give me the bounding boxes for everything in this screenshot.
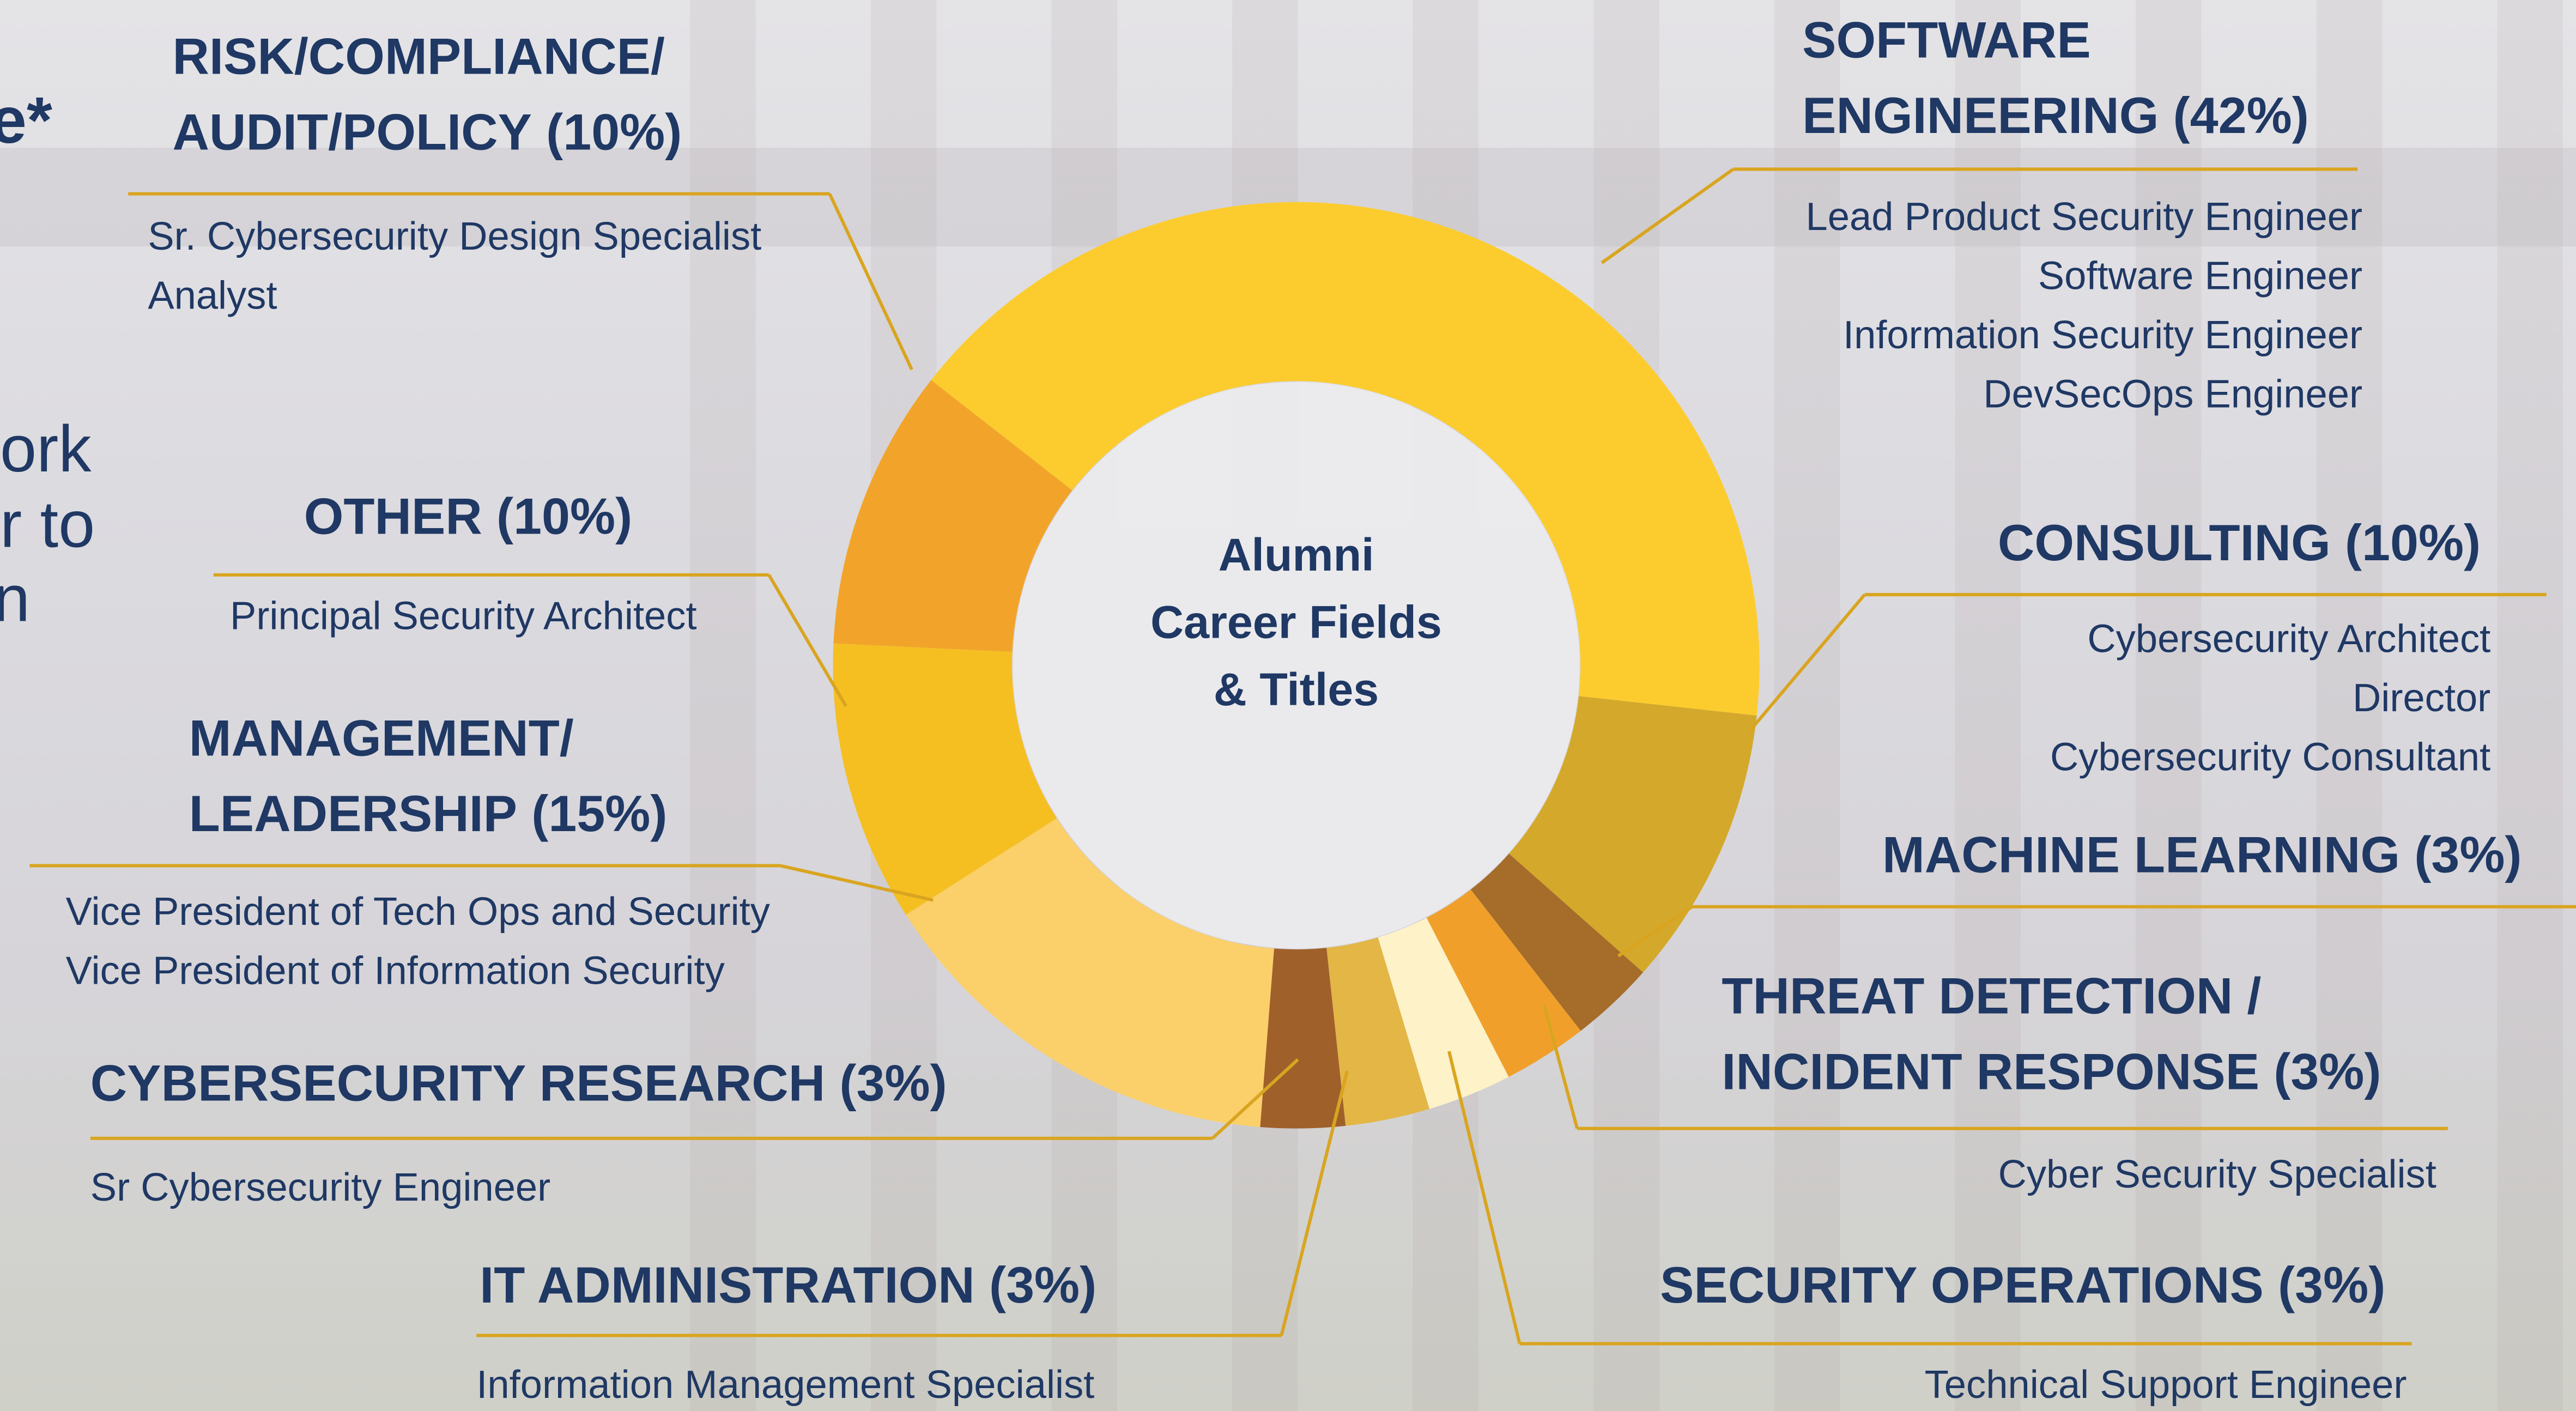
- value-label: (42%): [2173, 87, 2309, 145]
- value-label: (10%): [546, 103, 682, 161]
- value-label: (3%): [2414, 826, 2522, 884]
- category-label: MANAGEMENT/ LEADERSHIP (15%): [189, 701, 814, 852]
- job-title: Cybersecurity Consultant: [2050, 736, 2491, 780]
- job-title: Lead Product Security Engineer: [1805, 195, 2363, 240]
- center-label: Career Fields: [1150, 597, 1442, 648]
- category-name: CYBERSECURITY RESEARCH: [90, 1054, 826, 1112]
- category-name: THREAT DETECTION / INCIDENT RESPONSE: [1722, 967, 2262, 1101]
- category-name: OTHER: [304, 488, 482, 546]
- job-title: Sr Cybersecurity Engineer: [90, 1166, 551, 1211]
- category-label: IT ADMINISTRATION (3%): [480, 1249, 1096, 1324]
- category-label: SECURITY OPERATIONS (3%): [1660, 1249, 2385, 1324]
- leader-line: [767, 574, 848, 707]
- leader-line: [1447, 1051, 1522, 1345]
- donut-slice: [833, 380, 1072, 652]
- donut-slice: [1378, 918, 1509, 1109]
- center-label: & Titles: [1214, 664, 1379, 715]
- donut-slice: [931, 202, 1760, 716]
- job-title: Director: [2353, 676, 2491, 722]
- cropped-text: n: [0, 564, 30, 638]
- leader-line: [1601, 167, 1735, 264]
- leader-line: [1748, 594, 1866, 732]
- value-label: (3%): [989, 1256, 1097, 1315]
- job-title: Vice President of Tech Ops and Security: [65, 890, 770, 935]
- value-label: (3%): [839, 1054, 947, 1112]
- job-title: DevSecOps Engineer: [1983, 373, 2363, 417]
- category-name: MACHINE LEARNING: [1882, 826, 2401, 884]
- value-label: (3%): [2274, 1043, 2381, 1101]
- category-label: THREAT DETECTION / INCIDENT RESPONSE (3%): [1722, 959, 2494, 1110]
- donut-hole: [1013, 381, 1580, 949]
- leader-line: [1542, 1004, 1579, 1129]
- category-name: SOFTWARE ENGINEERING: [1802, 11, 2159, 145]
- value-label: (3%): [2278, 1256, 2386, 1315]
- donut-slice: [1260, 948, 1346, 1129]
- category-label: RISK/COMPLIANCE/ AUDIT/POLICY (10%): [173, 20, 830, 171]
- value-label: (15%): [531, 785, 668, 843]
- job-title: Information Management Specialist: [476, 1363, 1095, 1408]
- job-title: Software Engineer: [2038, 255, 2363, 299]
- cropped-text: e*: [0, 85, 52, 158]
- cropped-text: ork: [0, 414, 92, 487]
- job-title: Analyst: [148, 274, 277, 319]
- job-title: Principal Security Architect: [230, 595, 697, 639]
- job-title: Cyber Security Specialist: [1998, 1153, 2436, 1198]
- category-name: CONSULTING: [1997, 514, 2331, 572]
- category-label: CONSULTING (10%): [1998, 506, 2481, 582]
- category-name: SECURITY OPERATIONS: [1660, 1256, 2264, 1315]
- donut-slice: [1326, 937, 1429, 1126]
- center-label: Alumni: [1219, 529, 1374, 580]
- category-name: MANAGEMENT/ LEADERSHIP: [189, 710, 574, 843]
- donut-slice: [833, 643, 1057, 915]
- donut-slice: [906, 818, 1274, 1128]
- category-name: IT ADMINISTRATION: [480, 1256, 975, 1315]
- job-title: Sr. Cybersecurity Design Specialist: [148, 215, 762, 260]
- leader-line: [780, 864, 934, 902]
- leader-line: [828, 193, 913, 371]
- leader-line: [1617, 905, 1693, 958]
- category-label: CYBERSECURITY RESEARCH (3%): [90, 1046, 947, 1122]
- category-label: OTHER (10%): [304, 480, 633, 555]
- job-title: Cybersecurity Architect: [2087, 617, 2491, 662]
- job-title: Information Security Engineer: [1842, 313, 2363, 359]
- value-label: (10%): [496, 488, 633, 546]
- category-name: RISK/COMPLIANCE/ AUDIT/POLICY: [172, 28, 665, 161]
- donut-slice: [1509, 696, 1757, 973]
- leader-line: [1280, 1070, 1349, 1336]
- category-label: MACHINE LEARNING (3%): [1882, 818, 2522, 894]
- value-label: (10%): [2344, 514, 2481, 572]
- donut-slice: [1426, 889, 1581, 1077]
- donut-slice: [1470, 853, 1644, 1031]
- job-title: Technical Support Engineer: [1924, 1363, 2407, 1408]
- cropped-text: r to: [0, 489, 95, 562]
- job-title: Vice President of Information Security: [65, 949, 725, 994]
- category-label: SOFTWARE ENGINEERING (42%): [1802, 3, 2459, 154]
- leader-line: [1211, 1058, 1299, 1140]
